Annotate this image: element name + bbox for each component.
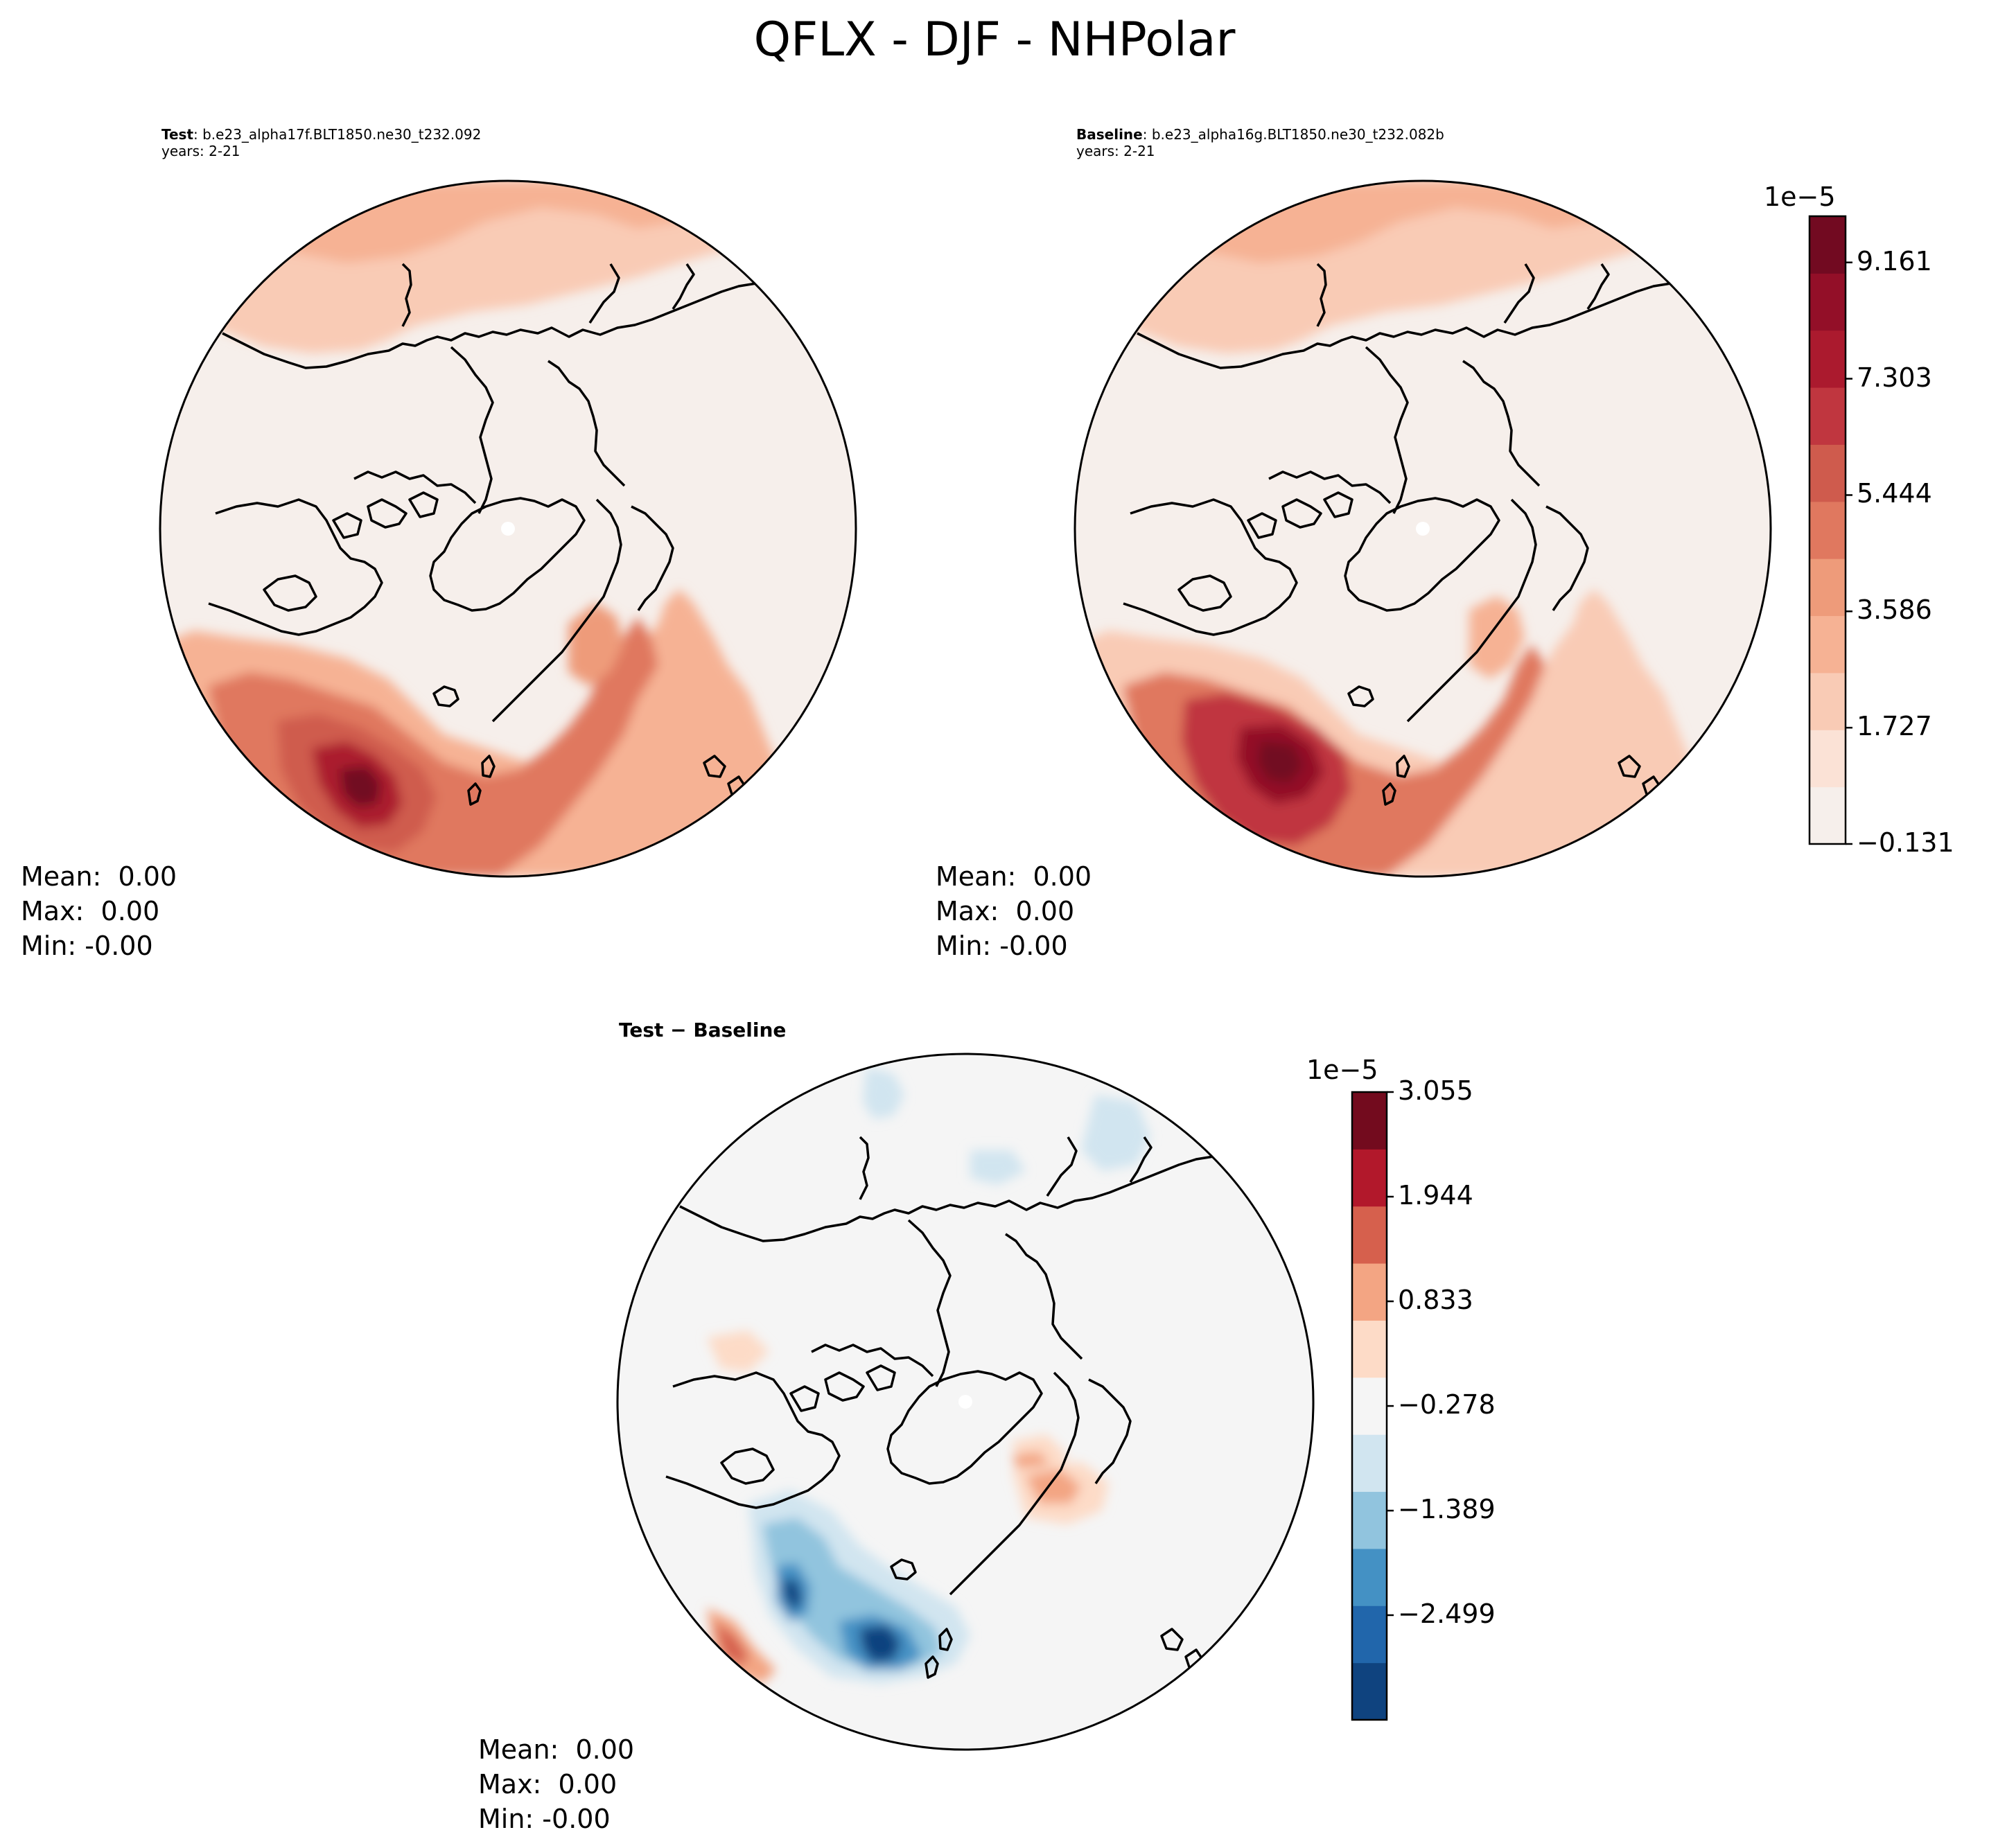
diff-canada-red <box>707 1330 769 1372</box>
main-colorbar-segment <box>1810 786 1846 845</box>
diff-barents-red-core <box>1026 1469 1081 1504</box>
baseline-pole-marker <box>1416 522 1430 536</box>
baseline-map <box>1075 181 1771 877</box>
diff-pacific-blue-3 <box>970 1150 1026 1185</box>
main-colorbar-segment <box>1810 444 1846 502</box>
main-colorbar <box>1808 215 1852 845</box>
main-colorbar-segment <box>1810 501 1846 559</box>
diff-coast-red-core <box>714 1621 748 1666</box>
diff-colorbar-segment <box>1352 1320 1387 1378</box>
diff-colorbar-segment <box>1352 1092 1387 1150</box>
main-colorbar-segment <box>1810 216 1846 274</box>
diff-colorbar-tick-label: −2.499 <box>1398 1598 1496 1629</box>
main-colorbar-segment <box>1810 672 1846 730</box>
diff-colorbar-segment <box>1352 1434 1387 1493</box>
difference-stats: Mean: 0.00 Max: 0.00 Min: -0.00 <box>478 1734 635 1834</box>
difference-panel-title: Test − Baseline <box>619 1019 787 1041</box>
test-map <box>160 181 856 877</box>
baseline-stats: Mean: 0.00 Max: 0.00 Min: -0.00 <box>936 861 1092 961</box>
main-colorbar-tick-label: 3.586 <box>1857 595 1932 626</box>
diff-colorbar-segment <box>1352 1605 1387 1664</box>
diff-colorbar-segment <box>1352 1206 1387 1264</box>
main-colorbar-tick-label: 9.161 <box>1857 245 1932 276</box>
baseline-atlantic-peak <box>1258 741 1303 783</box>
test-map-border <box>159 179 857 878</box>
main-colorbar-segment <box>1810 730 1846 788</box>
difference-map <box>617 1054 1313 1750</box>
baseline-norwegian-sea <box>1469 596 1525 679</box>
baseline-panel-label: Baseline: b.e23_alpha16g.BLT1850.ne30_t2… <box>1076 126 1444 159</box>
diff-colorbar-tick-label: 3.055 <box>1398 1075 1473 1106</box>
diff-colorbar-tick-label: 0.833 <box>1398 1285 1473 1316</box>
diff-colorbar-segment <box>1352 1263 1387 1321</box>
main-colorbar-segment <box>1810 387 1846 445</box>
baseline-map-border <box>1074 179 1772 878</box>
diff-colorbar-segment <box>1352 1377 1387 1435</box>
test-pole-marker <box>501 522 515 536</box>
diff-colorbar-segment <box>1352 1149 1387 1207</box>
difference-map-border <box>616 1053 1315 1751</box>
difference-pole-marker <box>958 1395 972 1409</box>
diff-atlantic-blue-west-peak <box>783 1580 803 1611</box>
main-colorbar-tick-label: −0.131 <box>1857 827 1954 858</box>
test-panel-label: Test: b.e23_alpha17f.BLT1850.ne30_t232.0… <box>161 126 482 159</box>
diff-colorbar-tick-label: 1.944 <box>1398 1180 1473 1211</box>
diff-pacific-blue-1 <box>863 1067 904 1119</box>
main-colorbar-exponent: 1e−5 <box>1764 182 1836 212</box>
main-colorbar-segment <box>1810 615 1846 674</box>
diff-colorbar-exponent: 1e−5 <box>1306 1055 1378 1085</box>
main-colorbar-segment <box>1810 330 1846 388</box>
main-colorbar-border <box>1808 215 1847 845</box>
diff-colorbar <box>1351 1091 1394 1721</box>
test-stats: Mean: 0.00 Max: 0.00 Min: -0.00 <box>21 861 177 961</box>
diff-colorbar-segment <box>1352 1491 1387 1549</box>
diff-colorbar-tick-label: −1.389 <box>1398 1494 1496 1525</box>
main-colorbar-tick-label: 1.727 <box>1857 711 1932 742</box>
main-colorbar-segment <box>1810 273 1846 331</box>
figure-title: QFLX - DJF - NHPolar <box>753 12 1236 67</box>
test-atlantic-peak <box>340 766 381 807</box>
diff-pacific-blue-2 <box>1081 1095 1150 1171</box>
main-colorbar-tick-label: 7.303 <box>1857 362 1932 393</box>
diff-colorbar-tick-label: −0.278 <box>1398 1389 1496 1420</box>
diff-colorbar-segment <box>1352 1548 1387 1606</box>
diff-atlantic-blue-east-peak <box>859 1625 901 1663</box>
main-colorbar-segment <box>1810 558 1846 617</box>
diff-colorbar-segment <box>1352 1662 1387 1721</box>
main-colorbar-tick-label: 5.444 <box>1857 478 1932 509</box>
